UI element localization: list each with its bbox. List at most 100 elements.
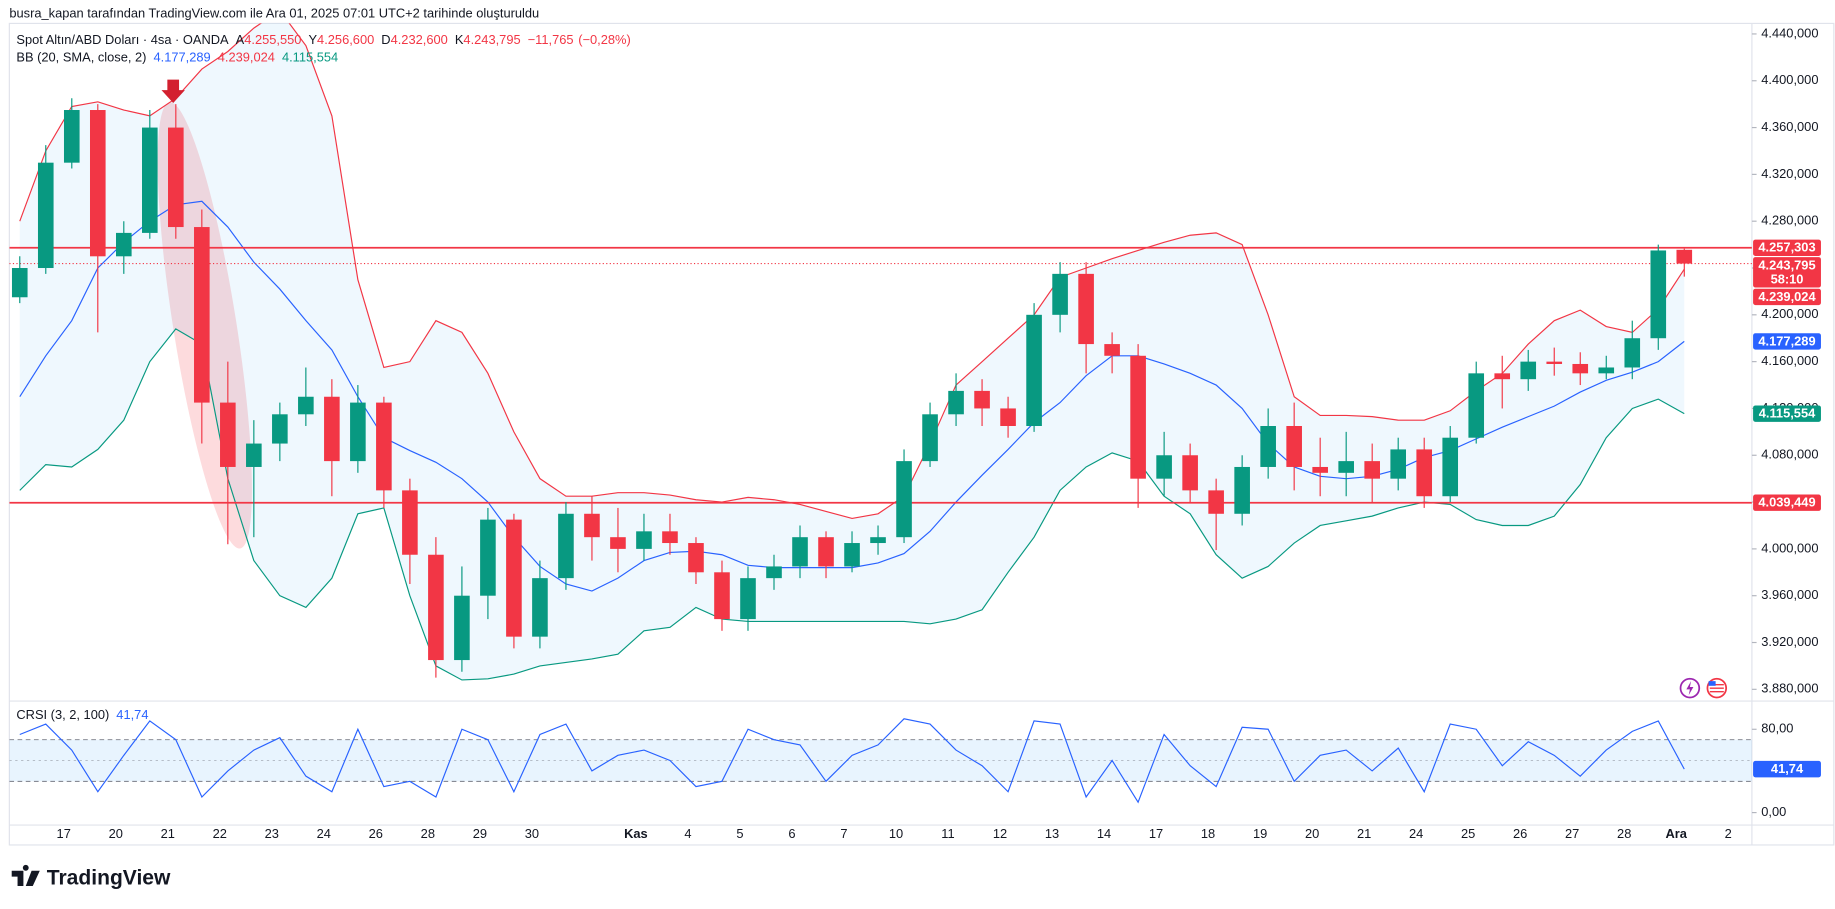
candle-body [792,537,808,567]
ohlc-prefix: K [455,32,464,47]
candle-body [636,531,652,549]
ohlc-value: 4.232,600 [391,32,448,47]
crsi-line [19,718,1685,804]
candle-body [142,127,158,233]
ohlc-prefix: Y [308,32,317,47]
price-tag [1753,494,1821,511]
candle-body [1494,373,1511,380]
y-tick-label: 3.880,000 [1761,681,1818,696]
x-tick-label: 26 [369,826,383,841]
attribution: busra_kapan tarafından TradingView.com i… [9,5,539,20]
lightning-glyph [1686,681,1694,696]
candle-body [115,232,132,257]
candle-body [740,578,756,620]
candle-body [1182,455,1198,491]
candle-body [324,396,340,462]
bollinger-line [19,23,1685,520]
candle-body [1260,426,1276,467]
crsi-pane [9,718,1752,804]
crsi-tick-label: 0,00 [1761,804,1786,819]
x-tick-label: 28 [1617,826,1631,841]
candle-body [584,513,600,538]
candle-body [1624,338,1641,368]
price-pane [9,23,1752,681]
indicator-value: 4.115,554 [282,50,338,65]
candle-body [1442,437,1459,497]
x-tick-label: 28 [421,826,435,841]
y-tick-label: 4.200,000 [1761,306,1818,321]
x-tick-label: 25 [1461,826,1475,841]
candle-body [63,110,80,163]
candle-body [1286,426,1302,467]
candle-body [298,396,314,415]
x-tick-label: 10 [889,826,903,841]
indicator-title: BB (20, SMA, close, 2) [16,50,146,65]
bollinger-fill [19,23,1685,680]
logo: TradingView [11,864,171,889]
y-tick-label: 4.320,000 [1761,166,1818,181]
y-tick-label: 3.960,000 [1761,587,1818,602]
candle-body [454,595,470,661]
x-tick-label: 29 [473,826,487,841]
candle-body [558,513,574,579]
candle-body [948,390,964,415]
y-tick-label: 4.000,000 [1761,540,1818,555]
candle-body [168,127,184,228]
candle-body [1676,249,1693,264]
price-tag-label: 4.243,795 [1758,257,1815,272]
indicator-value: 4.239,024 [218,50,275,65]
oscillator-value: 41,74 [116,708,148,723]
candle-body [480,519,496,596]
x-tick-label: 7 [840,826,847,841]
x-tick-label: 24 [317,826,331,841]
price-tag-label: 4.239,024 [1758,289,1816,304]
price-tag-label: 4.177,289 [1758,333,1815,348]
candle-body [506,519,522,637]
candle-body [1650,250,1667,339]
candle-body [714,572,730,620]
x-tick-label: 21 [1357,826,1371,841]
candle-body [272,414,288,444]
price-tag-label: 4.257,303 [1758,240,1815,255]
x-tick-label: 12 [993,826,1007,841]
x-tick-label: 6 [788,826,795,841]
axes: 4.440,000 4.400,000 4.360,000 4.320,000 4.28… [57,25,1821,841]
candle-body [1390,449,1407,479]
change-percent: (−0,28%) [578,32,631,47]
candle-body [688,543,704,573]
candle-body [1052,273,1068,315]
ohlc-prefix: A [236,32,245,47]
candle-body [662,531,678,544]
x-tick-label: 13 [1045,826,1059,841]
price-tag-label: 4.039,449 [1758,495,1815,510]
candle-body [220,402,236,467]
x-tick-label: Kas [624,826,648,841]
price-tag [1753,333,1821,350]
logo-text: TradingView [47,866,171,889]
candle-body [1338,461,1354,473]
crsi-tag [1753,760,1821,778]
ohlc-value: 4.255,550 [244,32,301,47]
y-tick-label: 4.160,000 [1761,353,1818,368]
candle-body [1130,355,1146,479]
candle-body [402,490,418,555]
x-tick-label: 27 [1565,826,1579,841]
ohlc-value: 4.256,600 [317,32,374,47]
candle-body [1104,344,1120,356]
candle-body [1546,361,1563,364]
oscillator-title: CRSI (3, 2, 100) [16,708,109,723]
price-tag [1753,288,1821,306]
chart-frame [8,22,1835,846]
candle-body [1156,455,1172,479]
x-tick-label: 26 [1513,826,1527,841]
candle-body [766,566,782,579]
x-tick-label: 24 [1409,826,1423,841]
bollinger-line [19,328,1685,681]
candle-body [350,402,366,462]
candle-body [1468,373,1485,438]
x-tick-label: 20 [1305,826,1319,841]
candle-body [1000,408,1016,427]
oscillator-legend: CRSI (3, 2, 100) 41,74 [16,708,148,723]
